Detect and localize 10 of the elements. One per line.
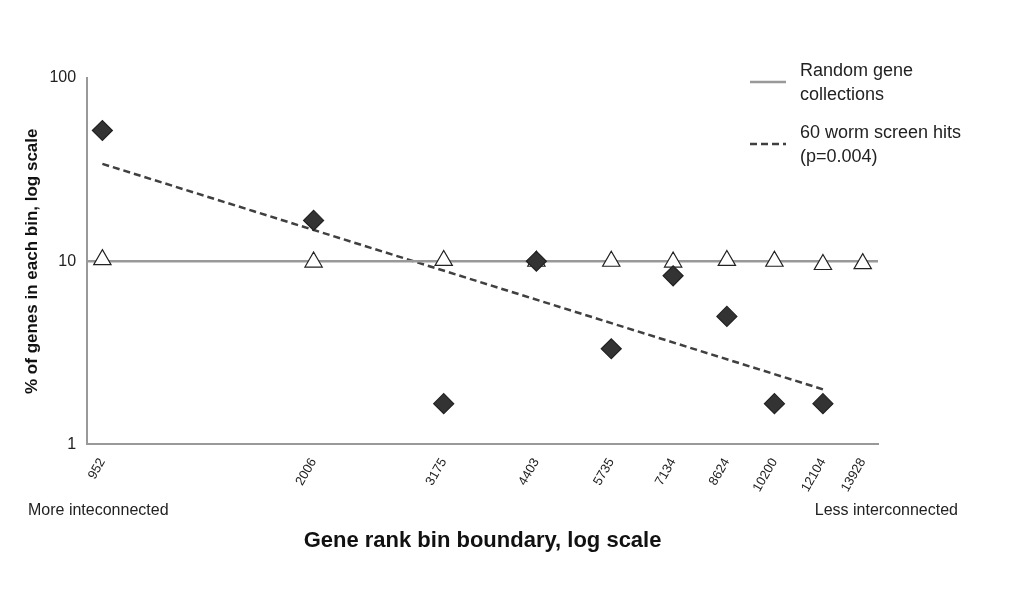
text: Less interconnected	[814, 500, 958, 518]
y-tick-label: 100	[49, 68, 77, 86]
legend-label: 60 worm screen hits (p=0.004)	[800, 121, 963, 168]
x-axis-title: Gene rank bin boundary, log scale	[303, 526, 662, 552]
y-tick-label: 1	[67, 434, 77, 452]
y-axis-title: % of genes in each bin, log scale	[21, 128, 41, 394]
text: More inteconnected	[28, 500, 169, 518]
y-tick-label: 10	[58, 251, 77, 269]
legend-label: Random gene collections	[800, 59, 915, 106]
x-tick-label: 952	[84, 455, 109, 482]
